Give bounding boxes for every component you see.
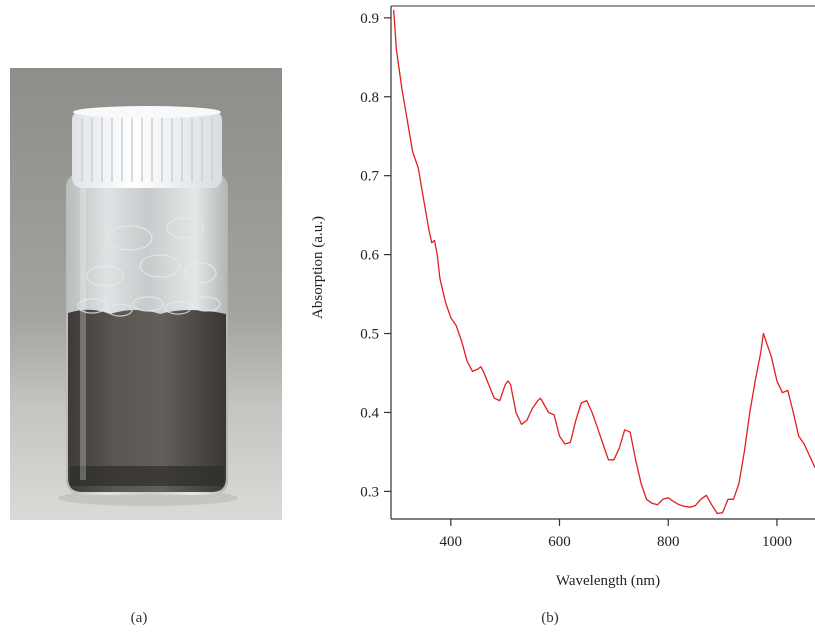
y-tick-label: 0.6 bbox=[360, 248, 379, 264]
vial-photo bbox=[10, 68, 282, 520]
y-tick-label: 0.3 bbox=[360, 484, 379, 500]
vial-cap bbox=[72, 110, 222, 188]
x-tick-label: 800 bbox=[657, 534, 680, 550]
chart-axes bbox=[390, 5, 815, 520]
series-line-1 bbox=[393, 9, 815, 515]
y-tick-label: 0.4 bbox=[360, 405, 379, 421]
x-axis-title: Wavelength (nm) bbox=[556, 573, 660, 589]
y-axis-title: Absorption (a.u.) bbox=[310, 216, 326, 319]
vial-photo-image bbox=[10, 68, 282, 520]
y-tick-label: 0.8 bbox=[360, 90, 379, 106]
y-tick-label: 0.5 bbox=[360, 327, 379, 343]
x-tick-label: 400 bbox=[440, 534, 463, 550]
panel-label-a: (a) bbox=[130, 610, 148, 626]
chart-ticks: 0.3 0.4 0.5 0.6 0.7 0.8 0.9 400 600 800 1000 bbox=[360, 11, 792, 550]
y-tick-label: 0.9 bbox=[360, 11, 379, 27]
x-tick-label: 600 bbox=[548, 534, 571, 550]
x-tick-label: 1000 bbox=[762, 534, 792, 550]
y-tick-label: 0.7 bbox=[360, 169, 379, 185]
chart-series bbox=[393, 9, 815, 515]
vial-liquid bbox=[68, 309, 226, 492]
panel-label-b: (b) bbox=[541, 610, 559, 626]
